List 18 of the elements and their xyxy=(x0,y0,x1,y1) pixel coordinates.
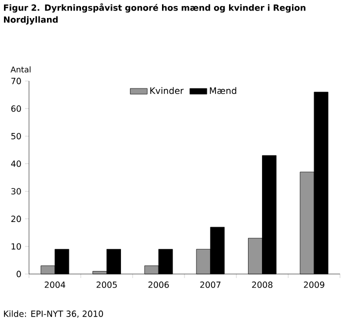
y-tick-label: 0 xyxy=(16,270,21,278)
y-tick-label: 70 xyxy=(11,78,21,84)
legend-label: Mænd xyxy=(210,87,236,94)
x-tick-label: 2007 xyxy=(200,282,220,288)
x-tick-label: 2006 xyxy=(148,282,169,288)
legend-label: Kvinder xyxy=(150,87,184,94)
y-tick-label: 20 xyxy=(11,216,21,222)
y-tick-label: 60 xyxy=(11,105,21,112)
y-tick-label: 40 xyxy=(11,160,21,167)
y-tick-label: 30 xyxy=(11,188,21,194)
x-tick-label: 2004 xyxy=(44,282,66,288)
y-tick-label: 10 xyxy=(12,243,21,250)
x-tick-label: 2008 xyxy=(252,282,272,288)
chart-title: Figur 2. Dyrkningspåvist gonoré hos mænd og kvinder i Region Nordjylland xyxy=(4,3,306,24)
y-tick-label: 50 xyxy=(11,132,21,140)
x-tick-label: 2009 xyxy=(304,282,324,288)
x-tick-label: 2005 xyxy=(96,282,117,288)
text: Kilde: EPI-NYT 36, 2010 xyxy=(4,310,104,318)
